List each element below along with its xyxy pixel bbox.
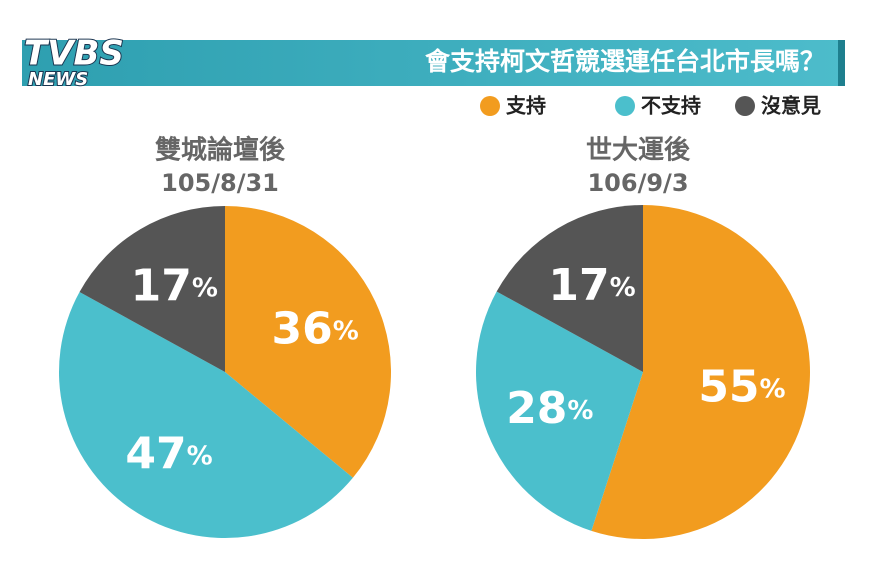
data-label-unit: % bbox=[333, 316, 359, 346]
data-label: 47% bbox=[125, 428, 212, 479]
data-label-number: 17 bbox=[548, 260, 609, 311]
data-label-unit: % bbox=[192, 273, 218, 303]
data-label: 36% bbox=[271, 304, 358, 355]
legend-label: 支持 bbox=[506, 94, 546, 118]
pie-slice bbox=[476, 291, 643, 531]
data-label-number: 47 bbox=[125, 428, 186, 479]
data-label: 17% bbox=[548, 260, 635, 311]
pie-subtitle: 105/8/31 bbox=[161, 169, 279, 197]
pie-slice bbox=[225, 206, 391, 478]
logo: TVBS bbox=[24, 34, 124, 74]
logo-sub: NEWS bbox=[28, 69, 88, 90]
data-label-number: 55 bbox=[698, 362, 759, 413]
legend-swatch bbox=[615, 96, 635, 116]
data-label-number: 36 bbox=[271, 304, 332, 355]
pie-slice bbox=[496, 205, 643, 372]
legend-swatch bbox=[480, 96, 500, 116]
pie-slice bbox=[59, 292, 353, 538]
legend-swatch bbox=[735, 96, 755, 116]
legend-label: 不支持 bbox=[641, 94, 701, 118]
legend-label: 沒意見 bbox=[761, 94, 821, 118]
header-edge bbox=[838, 40, 845, 86]
data-label: 55% bbox=[698, 362, 785, 413]
data-label-number: 17 bbox=[131, 260, 192, 311]
data-label-unit: % bbox=[187, 441, 213, 471]
data-label-unit: % bbox=[610, 272, 636, 302]
pie-title: 雙城論壇後 bbox=[155, 135, 286, 166]
data-label: 17% bbox=[131, 260, 218, 311]
data-label-unit: % bbox=[567, 395, 593, 425]
data-label-unit: % bbox=[760, 374, 786, 404]
pie-title: 世大運後 bbox=[586, 135, 691, 166]
pie-slice bbox=[79, 206, 226, 372]
pie-slice bbox=[591, 205, 810, 539]
header-bar bbox=[22, 40, 845, 86]
data-label-number: 28 bbox=[506, 383, 567, 434]
pie-subtitle: 106/9/3 bbox=[587, 169, 688, 197]
data-label: 28% bbox=[506, 383, 593, 434]
header-title: 會支持柯文哲競選連任台北市長嗎？ bbox=[425, 47, 825, 76]
